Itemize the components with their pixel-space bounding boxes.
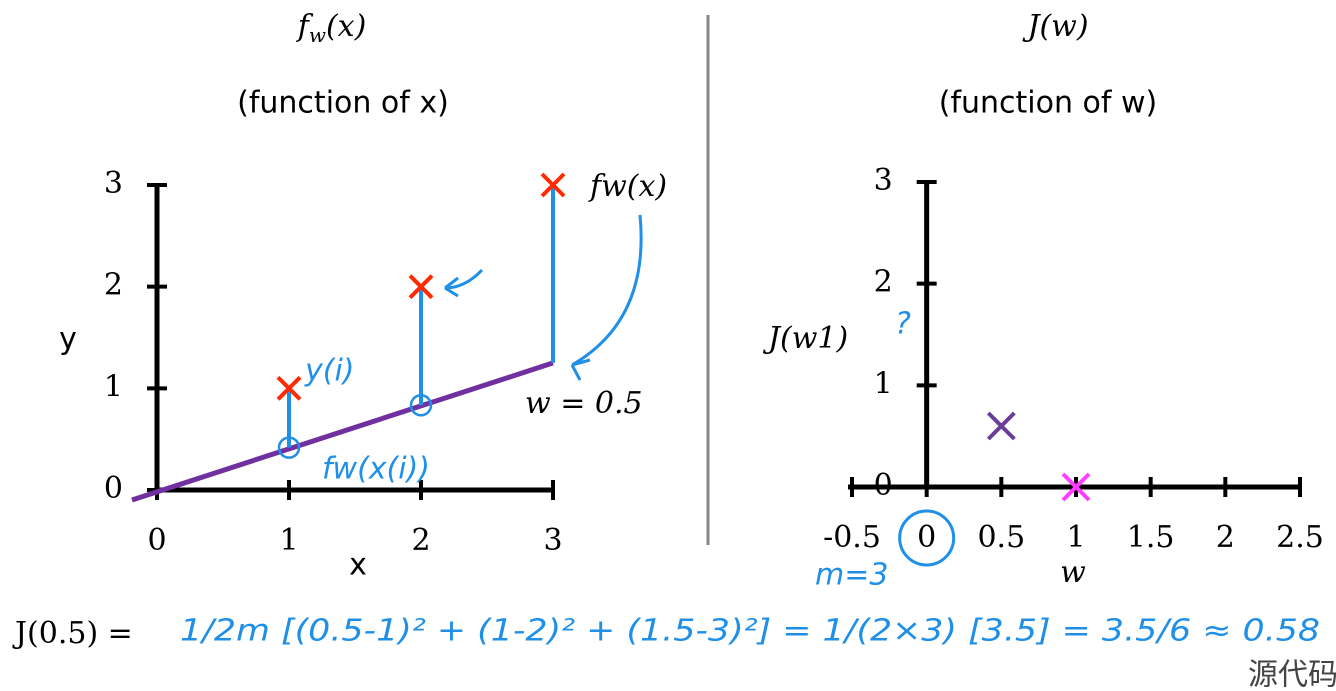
x-tick-label: 2 [411, 523, 430, 558]
w-label: w = 0.5 [525, 386, 643, 421]
x-tick-label: 3 [543, 523, 562, 558]
x-marker [1061, 472, 1091, 502]
y-tick-label: 3 [874, 163, 893, 198]
x-marker [986, 411, 1016, 441]
x-tick-label: 2.5 [1276, 520, 1324, 555]
x-tick-label: 1 [279, 523, 298, 558]
watermark: 源代码 宸 [1248, 658, 1336, 691]
x-marker [540, 172, 566, 198]
y-tick-label: 3 [104, 166, 123, 201]
line-label: fw(x) [588, 169, 667, 204]
fit-line [131, 360, 554, 503]
x-tick-label: 1.5 [1127, 520, 1175, 555]
arrow [570, 214, 643, 381]
x-marker [408, 274, 434, 300]
formula-rhs: 1/2m [(0.5-1)² + (1-2)² + (1.5-3)²] = 1/… [180, 614, 1320, 649]
y-i-label: y(i) [304, 354, 355, 389]
y-tick-label: 2 [104, 268, 123, 303]
x-tick-label: 2 [1216, 520, 1235, 555]
x-tick-label: 0.5 [977, 520, 1025, 555]
zero-circle [898, 509, 956, 567]
x-axis-label: w [1060, 555, 1086, 590]
x-axis-label: x [349, 548, 367, 583]
m-label: m=3 [815, 558, 888, 593]
x-tick-label: 1 [1066, 520, 1085, 555]
right-subtitle: (function of w) [939, 86, 1157, 121]
formula-lhs: J(0.5) = [12, 616, 133, 651]
title-part: w [309, 23, 326, 47]
x-tick-label: 0 [147, 523, 166, 558]
x-tick-label: 0 [917, 520, 936, 555]
right-title: J(w) [1021, 9, 1088, 44]
left-subtitle: (function of x) [237, 86, 449, 121]
y-tick-label: 1 [104, 369, 123, 404]
question-mark: ? [895, 307, 911, 342]
y-tick-label: 1 [874, 366, 893, 401]
arrow [444, 268, 484, 298]
y-tick-label: 0 [104, 471, 123, 506]
j-w1-label: J(w1) [762, 321, 848, 356]
left-title: fw(x) [296, 9, 367, 47]
y-axis-label: y [59, 322, 77, 357]
y-tick-label: 2 [874, 265, 893, 300]
prediction-circle [409, 394, 433, 417]
title-part: (x) [326, 9, 366, 44]
x-tick-label: -0.5 [823, 520, 881, 555]
x-marker [276, 375, 302, 401]
f-x-i-label: fw(x(i)) [322, 452, 430, 487]
y-tick-label: 0 [874, 468, 893, 503]
prediction-circle [277, 436, 301, 459]
